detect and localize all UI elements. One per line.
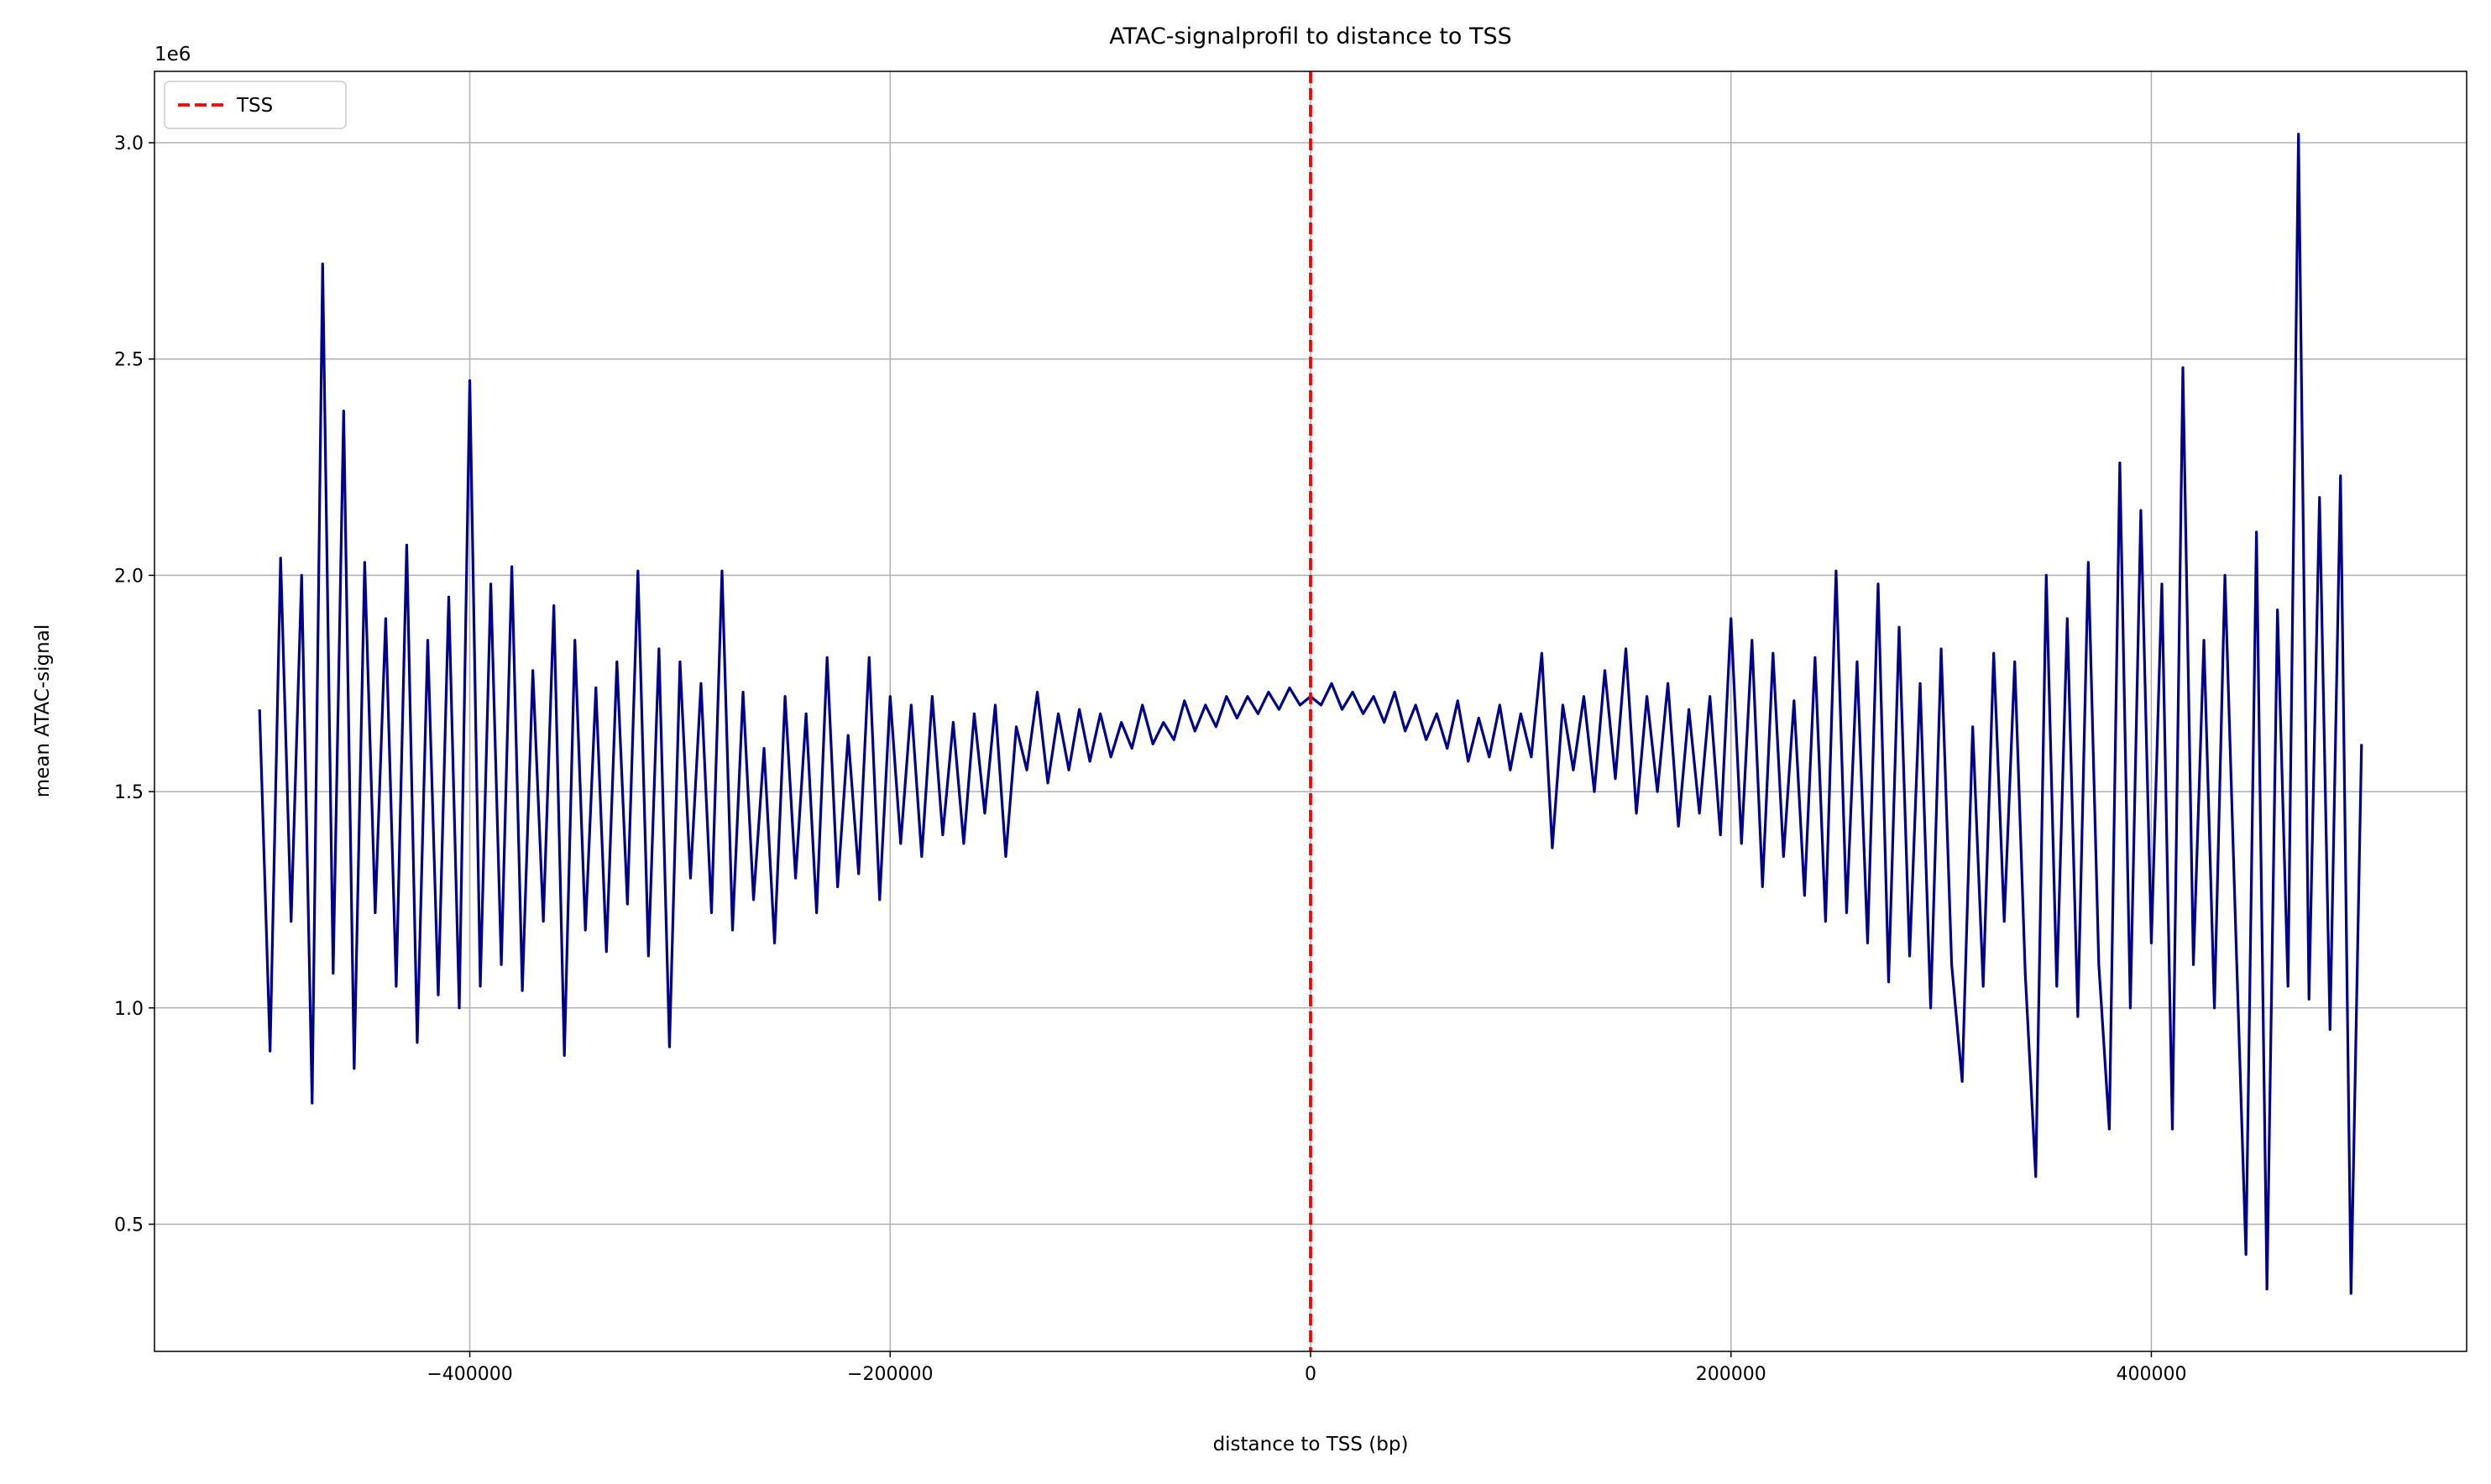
- x-tick-label: −200000: [847, 1364, 933, 1385]
- y-offset-label: 1e6: [154, 44, 191, 65]
- y-axis-label: mean ATAC-signal: [32, 624, 54, 797]
- legend-box: [164, 81, 347, 129]
- plot-frame: [154, 71, 2467, 1352]
- x-tick-label: 0: [1305, 1364, 1316, 1385]
- y-tick-label: 2.5: [114, 350, 144, 371]
- chart-title: ATAC-signalprofil to distance to TSS: [1109, 24, 1512, 50]
- x-tick-label: 400000: [2116, 1364, 2186, 1385]
- y-tick-label: 1.0: [114, 999, 144, 1020]
- y-tick-label: 2.0: [114, 566, 144, 587]
- x-tick-label: 200000: [1696, 1364, 1766, 1385]
- y-tick-label: 3.0: [114, 133, 144, 154]
- legend-label: TSS: [236, 95, 273, 117]
- x-axis-label: distance to TSS (bp): [1213, 1434, 1409, 1455]
- x-tick-label: −400000: [427, 1364, 512, 1385]
- y-tick-label: 1.5: [114, 782, 144, 803]
- y-tick-label: 0.5: [114, 1215, 144, 1236]
